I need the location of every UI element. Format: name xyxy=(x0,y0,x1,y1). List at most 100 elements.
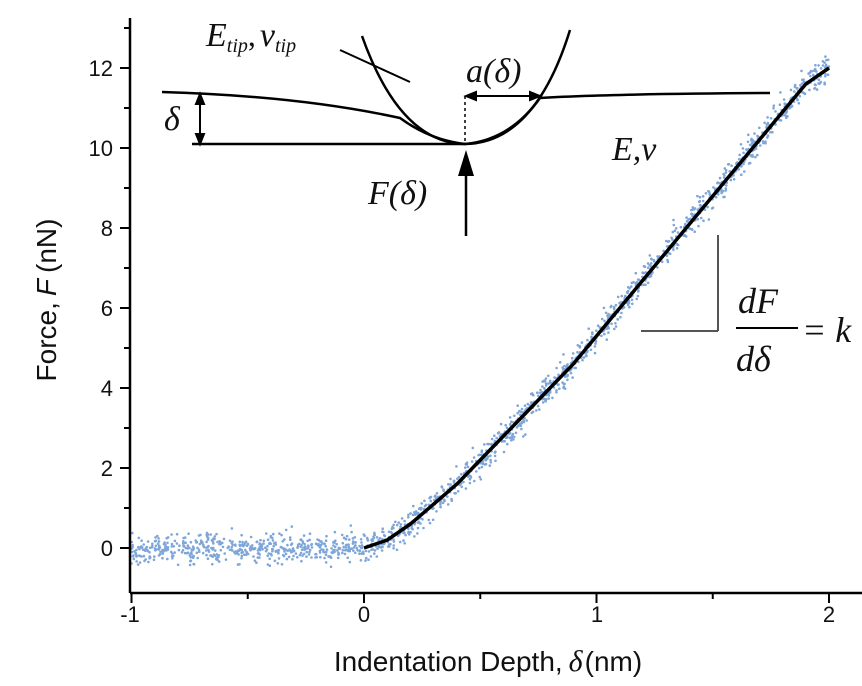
data-point xyxy=(586,338,589,342)
data-point xyxy=(392,538,395,541)
data-point xyxy=(710,207,714,210)
data-point xyxy=(253,559,257,562)
data-point xyxy=(315,555,319,559)
data-point xyxy=(321,542,324,545)
data-point xyxy=(280,563,284,566)
data-point xyxy=(456,477,459,481)
data-point xyxy=(702,219,705,222)
sample-modulus-label: E,ν xyxy=(611,131,657,168)
data-point xyxy=(344,546,348,549)
data-point xyxy=(135,548,138,552)
data-point xyxy=(333,548,336,552)
data-point xyxy=(291,547,295,551)
data-point xyxy=(523,404,527,408)
data-point xyxy=(240,556,243,560)
data-point xyxy=(191,556,195,559)
data-point xyxy=(493,434,496,438)
data-point xyxy=(392,544,396,547)
data-point xyxy=(300,543,303,547)
data-point xyxy=(449,483,453,486)
data-point xyxy=(433,495,437,498)
data-point xyxy=(299,551,303,555)
data-point xyxy=(195,551,199,554)
data-point xyxy=(614,303,618,307)
data-point xyxy=(432,507,435,510)
data-point xyxy=(724,168,728,172)
data-point xyxy=(413,535,416,538)
data-point xyxy=(562,385,566,388)
data-point xyxy=(684,235,688,238)
data-point xyxy=(266,538,270,541)
data-point xyxy=(329,565,333,569)
sample-surface-left xyxy=(161,90,466,146)
data-point xyxy=(146,540,150,543)
data-point xyxy=(648,263,651,267)
data-point xyxy=(644,271,647,274)
data-point xyxy=(428,521,432,525)
data-point xyxy=(142,543,145,546)
data-point xyxy=(508,416,512,419)
data-point xyxy=(420,502,424,505)
data-point xyxy=(693,230,696,233)
data-point xyxy=(784,114,787,117)
data-point xyxy=(301,540,304,543)
data-point xyxy=(600,334,603,338)
data-point xyxy=(259,538,262,542)
data-point xyxy=(510,420,513,424)
data-point xyxy=(360,544,364,547)
data-point xyxy=(205,553,208,557)
data-point xyxy=(772,106,775,110)
data-point xyxy=(205,533,208,537)
contact-arrow-right xyxy=(529,90,543,102)
data-point xyxy=(505,426,509,430)
data-point xyxy=(489,454,492,458)
y-tick-label-10: 10 xyxy=(89,136,113,161)
data-point xyxy=(685,219,689,223)
data-point xyxy=(520,410,523,414)
data-point xyxy=(280,533,283,537)
data-point xyxy=(349,547,353,551)
fit-curve xyxy=(363,66,830,550)
data-point xyxy=(607,331,610,334)
data-point xyxy=(364,559,367,562)
data-point xyxy=(544,384,548,387)
data-point xyxy=(614,325,618,328)
data-point xyxy=(271,539,275,542)
data-point xyxy=(519,424,523,428)
data-point xyxy=(157,548,161,551)
data-point xyxy=(341,549,345,552)
data-point xyxy=(477,453,480,457)
data-point xyxy=(351,537,355,540)
data-point xyxy=(536,391,539,395)
data-point xyxy=(652,258,656,262)
data-point xyxy=(514,431,518,435)
data-point xyxy=(219,548,223,552)
data-point xyxy=(211,555,214,558)
data-point xyxy=(457,475,461,479)
data-point xyxy=(306,539,310,543)
slope-numerator: dF xyxy=(738,281,779,321)
data-point xyxy=(707,189,710,193)
data-point xyxy=(824,64,828,68)
data-point xyxy=(522,420,526,424)
data-point xyxy=(224,558,228,561)
data-point xyxy=(356,549,359,552)
data-point xyxy=(332,541,335,544)
x-axis-title: Indentation Depth, δ(nm) xyxy=(334,645,642,678)
data-point xyxy=(354,544,357,547)
data-point xyxy=(216,555,220,558)
data-point xyxy=(779,119,783,122)
data-point xyxy=(216,558,219,562)
data-point xyxy=(483,443,486,446)
data-point xyxy=(375,536,379,539)
data-point xyxy=(612,305,616,309)
data-point xyxy=(525,419,528,422)
data-point xyxy=(618,301,621,305)
data-point xyxy=(509,422,512,426)
data-point xyxy=(189,540,193,544)
data-point xyxy=(157,537,160,540)
data-point xyxy=(170,545,174,548)
data-point xyxy=(288,536,292,539)
data-point xyxy=(758,126,761,130)
data-point xyxy=(648,254,652,257)
